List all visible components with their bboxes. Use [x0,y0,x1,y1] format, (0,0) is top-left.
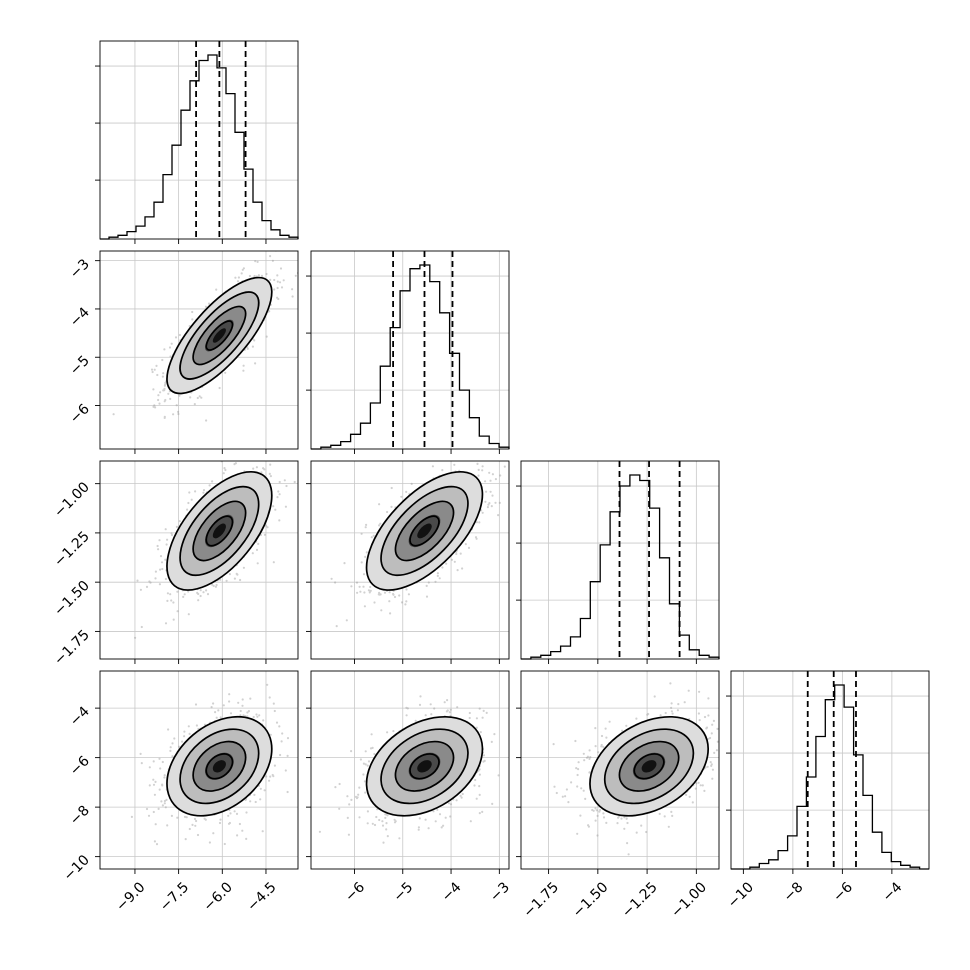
panel-frame [310,670,510,870]
ytick-label-2-1: −1.50 [51,578,93,620]
contour-0.5σ [205,753,234,780]
panel-3-0 [99,670,299,870]
xtick-label-1-3: −3 [487,879,513,905]
panel-frame [99,460,299,660]
xtick-label-0-3: −4.5 [244,879,279,914]
density-fill [212,523,226,539]
panel-frame [99,40,299,240]
panel-1-0 [99,250,299,450]
panel-frame [520,460,720,660]
ytick-label-2-3: −1.00 [51,479,93,521]
histogram-step [311,264,510,450]
density-fill [417,760,432,773]
histogram-step [100,54,299,240]
contour-0.5σ [409,753,440,780]
xtick-label-1-1: −5 [390,879,416,905]
contour-2σ [365,470,484,591]
contour-0.5σ [633,753,665,780]
xtick-label-0-0: −9.0 [113,879,148,914]
contour-0.5σ [409,515,440,547]
contour-1.5σ [380,728,469,805]
panel-frame [310,460,510,660]
ytick-label-3-3: −4 [67,704,93,730]
xtick-label-3-1: −8 [781,879,807,905]
ytick-label-3-1: −8 [67,803,93,829]
panel-3-1 [310,670,510,870]
contour-1σ [192,740,247,792]
xtick-label-2-2: −1.25 [619,879,661,921]
ytick-label-3-2: −6 [67,753,93,779]
contour-1σ [192,500,247,562]
histogram-step [731,684,929,870]
panel-frame [520,670,720,870]
ytick-label-1-1: −5 [67,353,93,379]
contour-1.5σ [179,291,260,380]
panel-frame [730,670,930,870]
xtick-label-3-3: −4 [880,879,906,905]
contour-0.5σ [205,320,234,351]
xtick-label-3-2: −6 [830,879,856,905]
ytick-label-2-0: −1.75 [51,627,93,669]
xtick-label-1-2: −4 [439,879,465,905]
hist-panel-2 [516,460,720,660]
contour-0.5σ [205,515,234,547]
panel-frame [99,670,299,870]
contour-1σ [394,500,455,562]
xtick-label-2-1: −1.50 [570,879,612,921]
hist-panel-0 [95,40,299,240]
density-fill [212,760,226,773]
contour-2σ [365,715,484,817]
xtick-label-1-0: −6 [342,879,368,905]
contour-1σ [394,740,455,792]
hist-panel-1 [306,250,510,450]
contour-1.5σ [179,728,260,805]
contour-2σ [589,715,710,817]
hist-panel-3 [726,670,930,870]
contour-2σ [166,715,273,817]
density-fill [212,328,226,343]
contour-1.5σ [179,485,260,577]
ytick-label-1-3: −3 [67,256,93,282]
xtick-label-2-0: −1.75 [521,879,563,921]
contour-2σ [166,276,273,395]
panel-3-2 [520,670,720,870]
contour-1σ [192,305,247,366]
ytick-label-3-0: −10 [61,852,93,884]
xtick-label-0-2: −6.0 [201,879,236,914]
xtick-label-3-0: −10 [725,879,757,911]
contour-2σ [166,470,273,591]
contour-1.5σ [603,728,695,805]
density-fill [417,523,432,539]
xtick-label-0-1: −7.5 [157,879,192,914]
ytick-label-2-2: −1.25 [51,528,93,570]
panel-frame [310,250,510,450]
density-fill [641,760,657,773]
ytick-label-1-0: −6 [67,401,93,427]
panel-frame [99,250,299,450]
contour-1σ [618,740,680,792]
panel-2-1 [310,460,510,660]
contour-1.5σ [380,485,469,577]
ytick-label-1-2: −4 [67,304,93,330]
panel-2-0 [99,460,299,660]
xtick-label-2-3: −1.00 [668,879,710,921]
